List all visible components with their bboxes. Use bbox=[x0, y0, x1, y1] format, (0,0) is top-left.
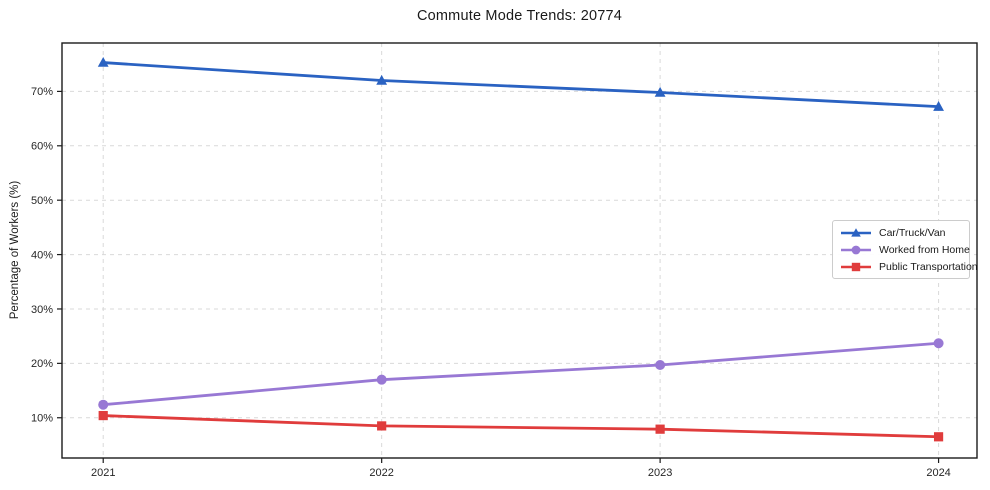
series-worked-from-home bbox=[98, 338, 944, 410]
series-car-truck-van bbox=[97, 56, 944, 111]
legend-item-worked-from-home: Worked from Home bbox=[840, 241, 970, 258]
data-point bbox=[98, 410, 108, 421]
chart-title: Commute Mode Trends: 20774 bbox=[416, 8, 623, 24]
data-point bbox=[376, 74, 388, 85]
data-point bbox=[933, 101, 944, 111]
data-point bbox=[933, 432, 944, 442]
series-line bbox=[101, 61, 940, 109]
y-tick-label: 20% bbox=[31, 358, 53, 370]
legend-marker-triangle-icon bbox=[841, 227, 871, 237]
y-tick-label: 70% bbox=[31, 86, 53, 98]
data-point bbox=[376, 374, 387, 385]
legend-label: Worked from Home bbox=[879, 243, 970, 256]
legend-item-public-transportation: Public Transportation bbox=[840, 258, 978, 275]
x-tick-label: 2023 bbox=[648, 467, 672, 479]
axis-ticks bbox=[57, 90, 940, 463]
series-public-transportation bbox=[98, 410, 944, 442]
legend: Car/Truck/Van Worked from Home Public Tr… bbox=[832, 220, 978, 279]
y-tick-label: 30% bbox=[31, 304, 53, 316]
data-point bbox=[655, 359, 666, 370]
gridlines bbox=[62, 43, 977, 458]
legend-item-car-truck-van: Car/Truck/Van bbox=[840, 224, 963, 241]
x-tick-label: 2024 bbox=[926, 467, 950, 479]
data-point bbox=[654, 86, 666, 97]
y-tick-labels: 10% 20% 30% 40% 50% 60% 70% bbox=[31, 86, 53, 424]
x-tick-label: 2022 bbox=[369, 467, 393, 479]
y-tick-label: 50% bbox=[31, 195, 53, 207]
data-point bbox=[933, 338, 944, 349]
data-point bbox=[98, 399, 109, 410]
y-tick-label: 60% bbox=[31, 141, 53, 153]
x-tick-labels: 2021 2022 2023 2024 bbox=[91, 467, 951, 479]
series-line bbox=[101, 414, 940, 439]
axes-frame bbox=[61, 42, 978, 459]
data-point bbox=[655, 424, 665, 434]
data-point bbox=[97, 56, 109, 67]
x-tick-label: 2021 bbox=[91, 467, 115, 479]
y-tick-label: 10% bbox=[31, 413, 53, 425]
legend-label: Public Transportation bbox=[879, 260, 978, 273]
data-point bbox=[377, 421, 387, 431]
legend-marker-circle-icon bbox=[841, 245, 871, 254]
series-line bbox=[101, 341, 940, 407]
legend-marker-square-icon bbox=[841, 262, 871, 271]
y-tick-label: 40% bbox=[31, 249, 53, 261]
legend-label: Car/Truck/Van bbox=[879, 226, 946, 239]
